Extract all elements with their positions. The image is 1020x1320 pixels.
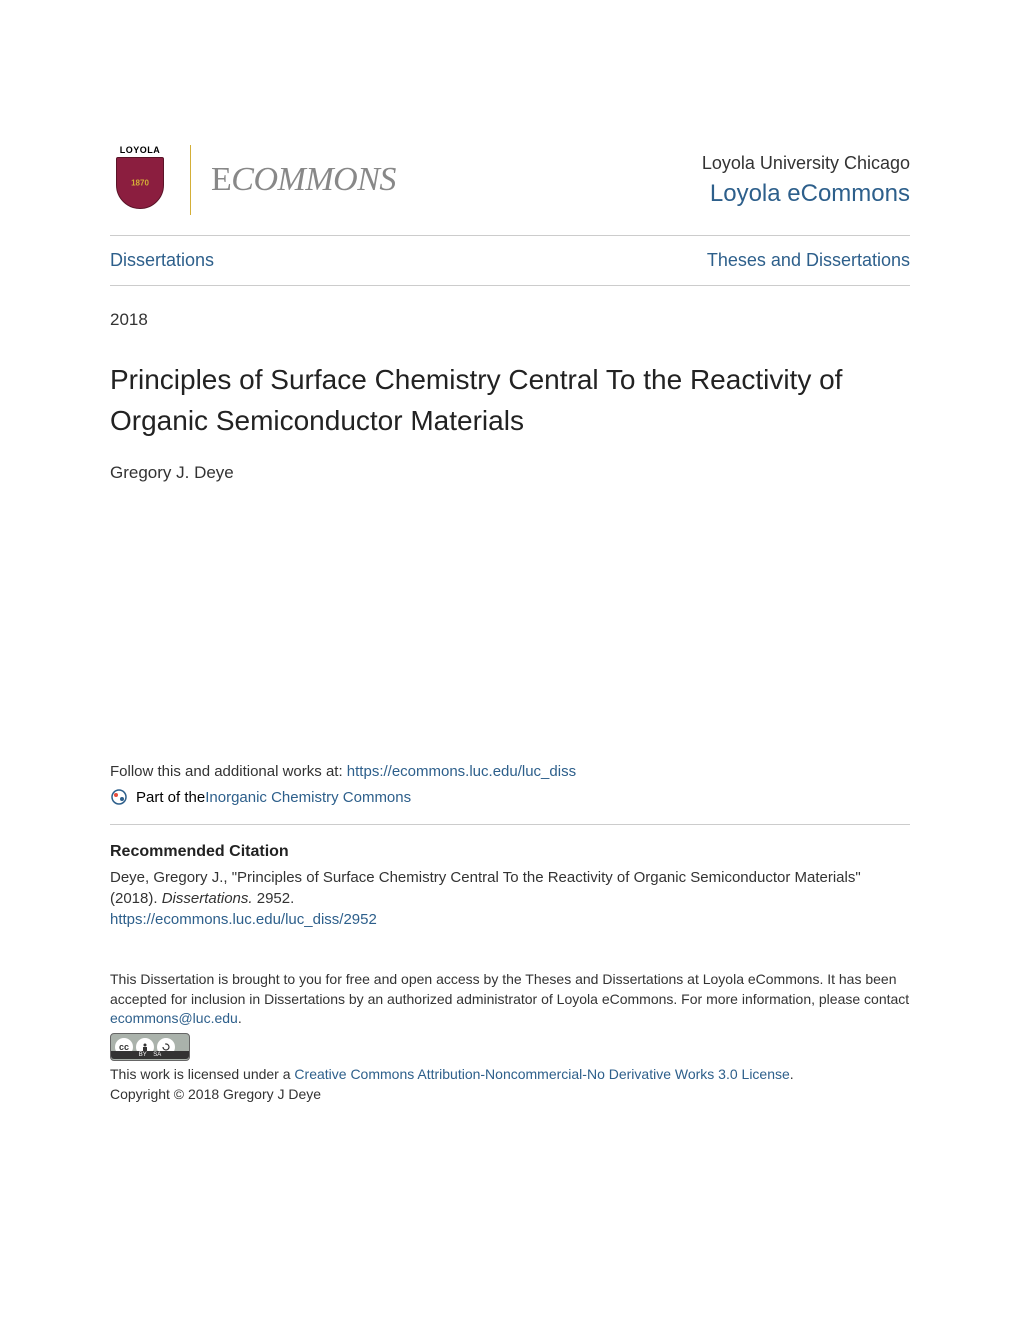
follow-url-link[interactable]: https://ecommons.luc.edu/luc_diss: [347, 763, 576, 780]
citation-url-link[interactable]: https://ecommons.luc.edu/luc_diss/2952: [110, 911, 910, 928]
follow-section: Follow this and additional works at: htt…: [110, 763, 910, 780]
license-prefix: This work is licensed under a: [110, 1066, 294, 1082]
crest-label: LOYOLA: [110, 145, 170, 155]
citation-italic: Dissertations.: [162, 890, 253, 907]
access-text-2: .: [238, 1010, 242, 1026]
license-statement: This work is licensed under a Creative C…: [110, 1065, 910, 1104]
follow-prefix: Follow this and additional works at:: [110, 763, 347, 780]
contact-email-link[interactable]: ecommons@luc.edu: [110, 1010, 238, 1026]
header-right: Loyola University Chicago Loyola eCommon…: [702, 153, 910, 208]
citation-part2: 2952.: [253, 890, 295, 907]
copyright-text: Copyright © 2018 Gregory J Deye: [110, 1086, 321, 1102]
page-header: LOYOLA 1870 ECOMMONS Loyola University C…: [110, 145, 910, 215]
commons-link[interactable]: Inorganic Chemistry Commons: [205, 789, 411, 806]
logo-section: LOYOLA 1870 ECOMMONS: [110, 145, 396, 215]
document-author: Gregory J. Deye: [110, 463, 910, 483]
access-statement: This Dissertation is brought to you for …: [110, 970, 910, 1029]
divider-line: [110, 285, 910, 286]
cc-license-badge[interactable]: cc BY SA: [110, 1033, 190, 1061]
citation-text: Deye, Gregory J., "Principles of Surface…: [110, 867, 910, 909]
dissertations-link[interactable]: Dissertations: [110, 250, 214, 271]
access-text-1: This Dissertation is brought to you for …: [110, 971, 909, 1007]
crest-year: 1870: [131, 179, 149, 188]
university-name: Loyola University Chicago: [702, 153, 910, 174]
citation-heading: Recommended Citation: [110, 843, 910, 861]
breadcrumb-nav: Dissertations Theses and Dissertations: [110, 236, 910, 285]
divider-line: [110, 824, 910, 825]
loyola-crest-logo: LOYOLA 1870: [110, 145, 170, 215]
vertical-divider: [190, 145, 191, 215]
part-of-section: Part of the Inorganic Chemistry Commons: [110, 788, 910, 806]
document-title: Principles of Surface Chemistry Central …: [110, 360, 910, 441]
theses-dissertations-link[interactable]: Theses and Dissertations: [707, 250, 910, 271]
cc-label-bottom: BY SA: [111, 1051, 189, 1059]
license-suffix: .: [790, 1066, 794, 1082]
network-icon: [110, 788, 128, 806]
part-of-prefix: Part of the: [136, 789, 205, 806]
crest-shield-icon: 1870: [116, 157, 164, 209]
ecommons-logo: ECOMMONS: [211, 161, 396, 199]
site-name: Loyola eCommons: [702, 180, 910, 208]
ecommons-logo-text: COMMONS: [231, 161, 396, 198]
spacer: [110, 483, 910, 763]
site-name-link[interactable]: Loyola eCommons: [710, 180, 910, 207]
publication-year: 2018: [110, 310, 910, 330]
license-link[interactable]: Creative Commons Attribution-Noncommerci…: [294, 1066, 789, 1082]
